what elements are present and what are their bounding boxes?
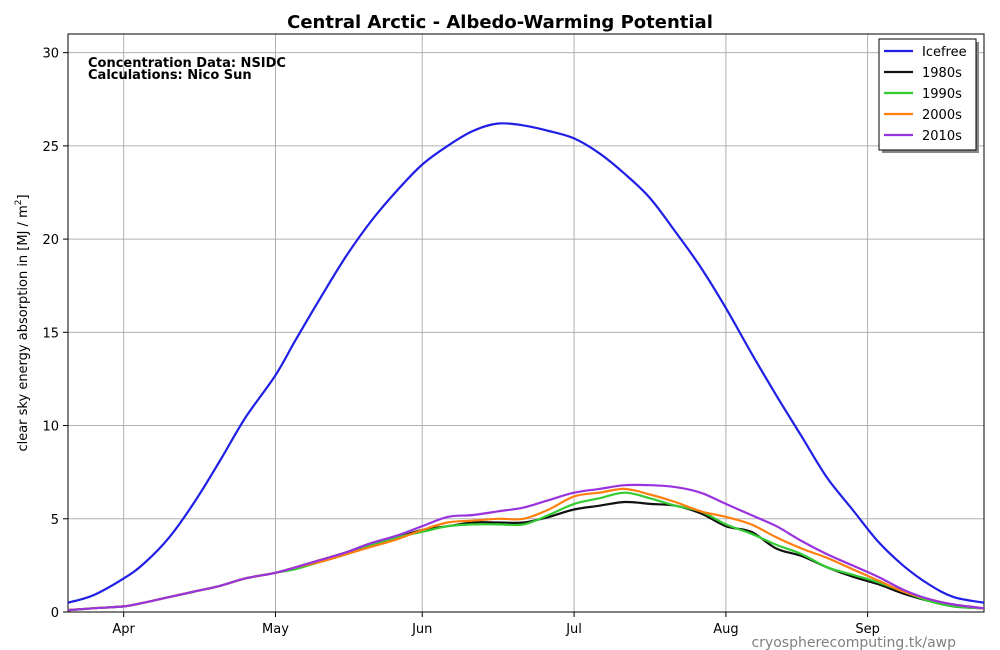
y-tick-label: 30 (42, 47, 59, 62)
annotation-calculations: Calculations: Nico Sun (88, 68, 252, 83)
x-tick-label: Apr (112, 622, 135, 637)
y-tick-label: 20 (42, 233, 59, 248)
y-tick-label: 5 (51, 513, 59, 528)
watermark: cryospherecomputing.tk/awp (751, 635, 956, 650)
series-lines (67, 122, 985, 612)
y-tick-label: 25 (42, 140, 59, 155)
legend-label-1990s: 1990s (922, 87, 962, 102)
legend-box (878, 38, 977, 151)
legend: Icefree 1980s 1990s 2000s 2010s (878, 38, 979, 153)
x-tick-label: Jul (565, 622, 582, 637)
series-line-icefree (67, 122, 985, 604)
chart-title: Central Arctic - Albedo-Warming Potentia… (287, 12, 713, 33)
series-line-2010s (67, 483, 985, 612)
x-tick-label: Sep (855, 622, 880, 637)
y-tick-label: 0 (51, 606, 59, 621)
series-line-1990s (67, 491, 985, 612)
legend-label-2000s: 2000s (922, 108, 962, 123)
plot-frame (67, 33, 985, 613)
legend-label-2010s: 2010s (922, 129, 962, 144)
gridlines (68, 34, 984, 613)
legend-label-icefree: Icefree (922, 45, 967, 60)
annotation-concentration: Concentration Data: NSIDC (88, 56, 286, 71)
y-axis: 0 5 10 15 20 25 30 (42, 47, 68, 621)
legend-label-1980s: 1980s (922, 66, 962, 81)
x-tick-label: Jun (411, 622, 432, 637)
y-tick-label: 15 (42, 326, 59, 341)
y-axis-label: clear sky energy absorption in [MJ / m2] (14, 194, 31, 451)
x-tick-label: May (262, 622, 289, 637)
x-tick-label: Aug (713, 622, 738, 637)
y-tick-label: 10 (42, 420, 59, 435)
x-axis: Apr May Jun Jul Aug Sep (112, 612, 880, 637)
